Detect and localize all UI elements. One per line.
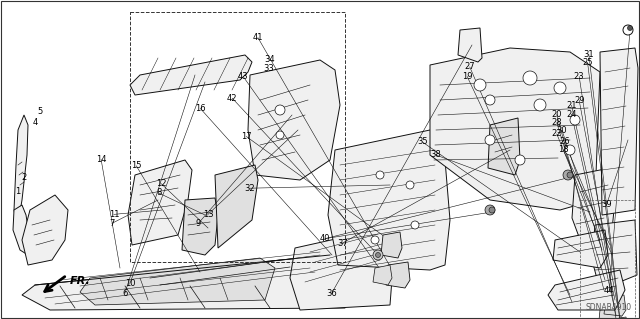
Text: 31: 31 xyxy=(584,50,594,59)
Circle shape xyxy=(563,170,573,180)
Polygon shape xyxy=(488,118,520,175)
Text: 26: 26 xyxy=(559,137,570,146)
Circle shape xyxy=(485,135,495,145)
Text: 42: 42 xyxy=(227,94,237,103)
Circle shape xyxy=(275,105,285,115)
Polygon shape xyxy=(604,295,626,316)
Polygon shape xyxy=(458,28,482,62)
Circle shape xyxy=(515,155,525,165)
Circle shape xyxy=(567,172,573,178)
Text: 14: 14 xyxy=(96,155,106,164)
Polygon shape xyxy=(80,258,275,305)
Text: 13: 13 xyxy=(203,210,213,219)
Text: 40: 40 xyxy=(320,234,330,243)
Circle shape xyxy=(623,25,633,35)
Polygon shape xyxy=(182,198,218,255)
Circle shape xyxy=(534,99,546,111)
Circle shape xyxy=(627,26,632,31)
Text: 29: 29 xyxy=(574,96,584,105)
Polygon shape xyxy=(290,228,395,310)
Text: 30: 30 xyxy=(557,126,567,135)
Bar xyxy=(130,12,345,262)
Text: 32: 32 xyxy=(244,184,255,193)
Text: 41: 41 xyxy=(253,33,263,42)
Text: 39: 39 xyxy=(602,200,612,209)
Polygon shape xyxy=(553,230,608,268)
Polygon shape xyxy=(596,282,620,310)
Text: 16: 16 xyxy=(195,104,205,113)
Polygon shape xyxy=(606,317,628,319)
Polygon shape xyxy=(130,55,252,95)
Text: 8: 8 xyxy=(156,189,161,197)
Polygon shape xyxy=(592,220,637,290)
Text: 43: 43 xyxy=(238,72,248,81)
Text: 1: 1 xyxy=(15,187,20,196)
Circle shape xyxy=(371,236,379,244)
Text: 10: 10 xyxy=(125,279,135,288)
Text: 35: 35 xyxy=(417,137,428,146)
Text: 28: 28 xyxy=(552,118,562,127)
Text: 33: 33 xyxy=(264,64,274,73)
Polygon shape xyxy=(381,232,402,258)
Text: 17: 17 xyxy=(241,132,252,141)
Circle shape xyxy=(474,79,486,91)
Circle shape xyxy=(376,171,384,179)
Circle shape xyxy=(276,131,284,139)
Text: 34: 34 xyxy=(265,55,275,63)
Polygon shape xyxy=(373,265,392,285)
Text: SDNAB4910: SDNAB4910 xyxy=(586,303,632,312)
Polygon shape xyxy=(13,205,30,255)
Text: 21: 21 xyxy=(566,101,577,110)
Circle shape xyxy=(554,82,566,94)
Text: 11: 11 xyxy=(109,210,119,219)
Polygon shape xyxy=(128,160,192,245)
Text: 2: 2 xyxy=(21,173,26,182)
Text: 23: 23 xyxy=(574,72,584,81)
Text: 5: 5 xyxy=(37,107,42,115)
Text: 19: 19 xyxy=(462,72,472,81)
Text: 36: 36 xyxy=(326,289,337,298)
Circle shape xyxy=(489,207,495,213)
Circle shape xyxy=(373,250,383,260)
Text: 12: 12 xyxy=(156,179,166,188)
Polygon shape xyxy=(548,270,625,310)
Circle shape xyxy=(565,145,575,155)
Circle shape xyxy=(376,253,381,257)
Circle shape xyxy=(570,115,580,125)
Circle shape xyxy=(406,181,414,189)
Polygon shape xyxy=(600,48,638,215)
Text: FR.: FR. xyxy=(70,276,91,286)
Text: 6: 6 xyxy=(122,289,127,298)
Circle shape xyxy=(523,71,537,85)
Polygon shape xyxy=(248,60,340,180)
Bar xyxy=(580,200,635,319)
Text: 18: 18 xyxy=(558,145,568,154)
Text: 9: 9 xyxy=(196,219,201,228)
Text: 27: 27 xyxy=(465,63,475,71)
Text: 4: 4 xyxy=(33,118,38,127)
Circle shape xyxy=(485,95,495,105)
Text: 7: 7 xyxy=(109,219,115,228)
Polygon shape xyxy=(22,255,355,310)
Text: 15: 15 xyxy=(131,161,141,170)
Polygon shape xyxy=(598,308,622,319)
Polygon shape xyxy=(430,48,600,210)
Text: 38: 38 xyxy=(430,150,440,159)
Circle shape xyxy=(485,205,495,215)
Text: 22: 22 xyxy=(552,130,562,138)
Text: 24: 24 xyxy=(566,110,577,119)
Polygon shape xyxy=(572,168,615,245)
Polygon shape xyxy=(386,262,410,288)
Polygon shape xyxy=(14,115,28,230)
Text: 20: 20 xyxy=(552,110,562,119)
Polygon shape xyxy=(22,195,68,265)
Text: 44: 44 xyxy=(604,286,614,295)
Circle shape xyxy=(411,221,419,229)
Text: 37: 37 xyxy=(337,239,348,248)
Polygon shape xyxy=(328,130,450,270)
Text: 25: 25 xyxy=(582,58,593,67)
Polygon shape xyxy=(215,165,258,248)
